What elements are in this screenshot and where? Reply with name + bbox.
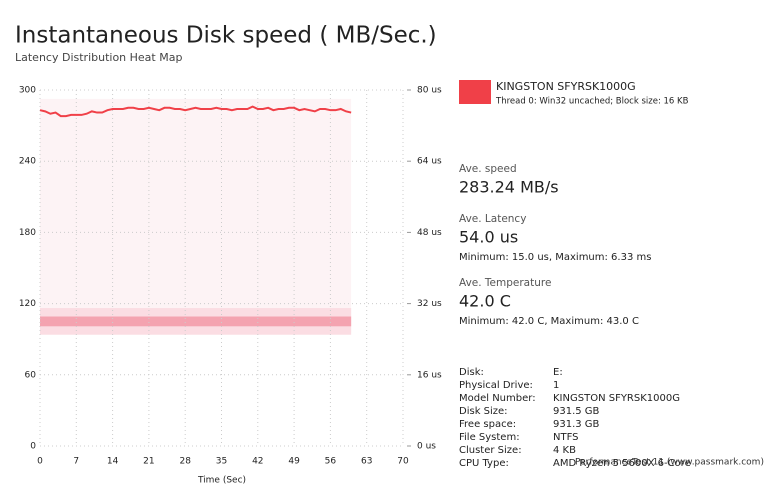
- x-tick-label: 63: [361, 457, 372, 467]
- x-tick-label: 35: [216, 457, 227, 467]
- y2-tick-label: 64 us: [417, 157, 442, 167]
- y-tick-label: 240: [19, 157, 36, 167]
- heatmap-cell: [40, 316, 352, 327]
- info-value: AMD Ryzen 5 5600X 6-Core: [553, 458, 691, 469]
- speed-line: [39, 105, 352, 118]
- chart-title: Instantaneous Disk speed ( MB/Sec.): [15, 23, 437, 49]
- info-value: 931.5 GB: [553, 406, 600, 417]
- x-tick-label: 56: [325, 457, 337, 467]
- info-value: 1: [553, 380, 559, 391]
- heatmap-cell: [40, 98, 352, 333]
- y2-tick-label: 0 us: [417, 442, 436, 452]
- chart-subtitle: Latency Distribution Heat Map: [15, 51, 182, 64]
- watermark: PerformanceTest 11 (www.passmark.com): [575, 458, 764, 468]
- x-tick-label: 7: [73, 457, 79, 467]
- x-tick-label: 0: [37, 457, 43, 467]
- x-tick-label: 70: [397, 457, 409, 467]
- stat-value: 42.0 C: [459, 292, 511, 311]
- info-value: NTFS: [553, 432, 579, 443]
- info-value: E:: [553, 367, 563, 378]
- stat-value: 283.24 MB/s: [459, 178, 559, 197]
- info-label: Disk:: [459, 367, 484, 378]
- y-tick-label: 60: [25, 370, 37, 380]
- y-tick-label: 180: [19, 228, 36, 238]
- y-tick-label: 300: [19, 86, 36, 96]
- legend-subtitle: Thread 0: Win32 uncached; Block size: 16…: [495, 97, 689, 107]
- stat-detail: Minimum: 15.0 us, Maximum: 6.33 ms: [459, 252, 651, 263]
- x-tick-label: 14: [107, 457, 119, 467]
- stat-label: Ave. Temperature: [459, 277, 551, 289]
- info-label: Disk Size:: [459, 406, 508, 417]
- info-value: 931.3 GB: [553, 419, 600, 430]
- y2-tick-label: 80 us: [417, 86, 442, 96]
- stat-detail: Minimum: 42.0 C, Maximum: 43.0 C: [459, 316, 639, 327]
- info-label: Free space:: [459, 419, 516, 430]
- info-label: Physical Drive:: [459, 380, 533, 391]
- y2-tick-label: 32 us: [417, 299, 442, 309]
- x-tick-label: 21: [143, 457, 154, 467]
- stat-label: Ave. Latency: [459, 213, 526, 225]
- y2-tick-label: 48 us: [417, 228, 442, 238]
- y-tick-label: 120: [19, 299, 36, 309]
- y-tick-label: 0: [30, 442, 36, 452]
- x-tick-label: 49: [288, 457, 300, 467]
- stat-value: 54.0 us: [459, 228, 518, 247]
- info-label: File System:: [459, 432, 520, 443]
- x-tick-label: 42: [252, 457, 263, 467]
- info-label: CPU Type:: [459, 458, 509, 469]
- info-value: KINGSTON SFYRSK1000G: [553, 393, 680, 404]
- info-label: Cluster Size:: [459, 445, 522, 456]
- legend-label: KINGSTON SFYRSK1000G: [496, 80, 636, 93]
- x-axis-label: Time (Sec): [197, 476, 246, 486]
- legend-swatch: [459, 80, 491, 104]
- stat-label: Ave. speed: [459, 163, 517, 175]
- y2-tick-label: 16 us: [417, 370, 442, 380]
- info-value: 4 KB: [553, 445, 576, 456]
- info-label: Model Number:: [459, 393, 536, 404]
- x-tick-label: 28: [179, 457, 191, 467]
